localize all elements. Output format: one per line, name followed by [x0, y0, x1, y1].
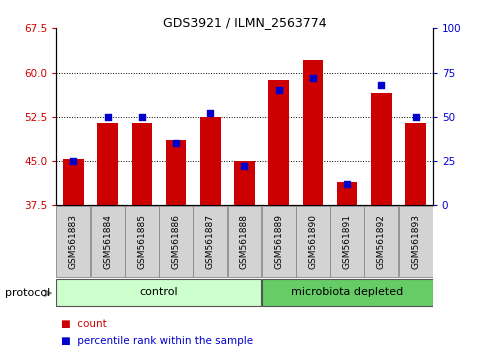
Point [274, 87, 282, 93]
Text: GSM561883: GSM561883 [69, 214, 78, 269]
Text: control: control [140, 287, 178, 297]
Text: microbiota depleted: microbiota depleted [290, 287, 403, 297]
FancyBboxPatch shape [159, 206, 193, 277]
FancyBboxPatch shape [124, 206, 159, 277]
Point [343, 181, 350, 187]
Bar [302, 59, 323, 205]
FancyBboxPatch shape [329, 206, 364, 277]
Text: GSM561886: GSM561886 [171, 214, 180, 269]
Point [411, 114, 419, 120]
Bar [200, 117, 220, 205]
Text: ■  percentile rank within the sample: ■ percentile rank within the sample [61, 336, 253, 346]
Point [240, 164, 248, 169]
Point [69, 158, 77, 164]
Text: GSM561893: GSM561893 [410, 214, 419, 269]
Text: GSM561888: GSM561888 [240, 214, 248, 269]
Point [138, 114, 145, 120]
Text: GSM561889: GSM561889 [274, 214, 283, 269]
FancyBboxPatch shape [261, 206, 295, 277]
Text: protocol: protocol [5, 288, 50, 298]
FancyBboxPatch shape [90, 206, 124, 277]
FancyBboxPatch shape [295, 206, 329, 277]
Text: ■  count: ■ count [61, 319, 107, 329]
FancyBboxPatch shape [56, 279, 261, 307]
Bar [234, 161, 254, 205]
FancyBboxPatch shape [56, 206, 90, 277]
Text: GDS3921 / ILMN_2563774: GDS3921 / ILMN_2563774 [163, 16, 325, 29]
FancyBboxPatch shape [398, 206, 432, 277]
Bar [97, 123, 118, 205]
Point [172, 141, 180, 146]
FancyBboxPatch shape [193, 206, 227, 277]
Bar [268, 80, 288, 205]
Text: GSM561885: GSM561885 [137, 214, 146, 269]
Text: GSM561884: GSM561884 [103, 214, 112, 269]
Point [377, 82, 385, 88]
Bar [370, 93, 391, 205]
Point [103, 114, 111, 120]
Text: GSM561891: GSM561891 [342, 214, 351, 269]
Text: GSM561892: GSM561892 [376, 214, 385, 269]
Point [308, 75, 316, 81]
Text: GSM561887: GSM561887 [205, 214, 214, 269]
Text: GSM561890: GSM561890 [308, 214, 317, 269]
FancyBboxPatch shape [227, 206, 261, 277]
Bar [405, 123, 425, 205]
Bar [131, 123, 152, 205]
Bar [336, 182, 357, 205]
FancyBboxPatch shape [261, 279, 432, 307]
Point [206, 110, 214, 116]
Bar [165, 141, 186, 205]
FancyBboxPatch shape [364, 206, 398, 277]
Bar [63, 159, 83, 205]
